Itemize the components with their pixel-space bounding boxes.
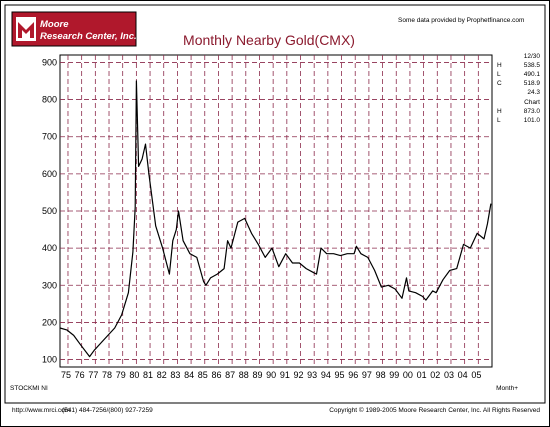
- x-tick-label: 83: [170, 370, 180, 380]
- source-credit: Some data provided by Prophetfinance.com: [398, 17, 524, 24]
- x-tick-label: 88: [239, 370, 249, 380]
- info-row-value: 24.3: [527, 89, 540, 96]
- x-tick-label: 80: [129, 370, 139, 380]
- footer-copyright: Copyright © 1989-2005 Moore Research Cen…: [329, 406, 540, 414]
- logo-line2: Research Center, Inc.: [40, 31, 137, 42]
- x-tick-label: 93: [307, 370, 317, 380]
- x-tick-label: 96: [348, 370, 358, 380]
- y-tick-label: 100: [42, 355, 57, 365]
- y-tick-label: 800: [42, 95, 57, 105]
- y-tick-label: 600: [42, 169, 57, 179]
- x-tick-label: 01: [417, 370, 427, 380]
- x-tick-label: 99: [389, 370, 399, 380]
- x-tick-label: 00: [403, 370, 413, 380]
- info-row-label: L: [497, 117, 501, 124]
- x-tick-label: 85: [198, 370, 208, 380]
- x-tick-label: 03: [444, 370, 454, 380]
- y-tick-label: 900: [42, 57, 57, 67]
- side-info-panel: 12/30 H 538.5 L 490.1 C 518.9 24.3 Chart H 873.…: [497, 53, 540, 124]
- info-row-label: C: [497, 80, 502, 87]
- info-row-label: H: [497, 108, 502, 115]
- y-tick-label: 700: [42, 132, 57, 142]
- grid: [60, 55, 492, 367]
- x-tick-label: 05: [471, 370, 481, 380]
- x-tick-label: 95: [335, 370, 345, 380]
- x-tick-label: 94: [321, 370, 331, 380]
- y-tick-label: 200: [42, 317, 57, 327]
- info-extra-rows: H 873.0 L 101.0: [497, 108, 540, 124]
- footer-left-code: STOCKMI NI: [10, 385, 48, 392]
- x-tick-label: 77: [88, 370, 98, 380]
- chart-title: Monthly Nearby Gold(CMX): [183, 32, 355, 48]
- info-rows: H 538.5 L 490.1 C 518.9 24.3: [497, 62, 540, 96]
- x-tick-label: 98: [376, 370, 386, 380]
- y-tick-label: 300: [42, 280, 57, 290]
- footer-right-code: Month+: [496, 385, 518, 392]
- x-tick-label: 97: [362, 370, 372, 380]
- x-tick-label: 92: [294, 370, 304, 380]
- x-axis: 75 76 77 78 79 80 81 82 83 84 85 86 87 88 89 90 91 92 93 94…: [61, 370, 481, 380]
- series-line: [59, 80, 492, 358]
- logo: Moore Research Center, Inc.: [11, 11, 137, 47]
- x-tick-label: 84: [184, 370, 194, 380]
- x-tick-label: 91: [280, 370, 290, 380]
- x-tick-label: 75: [61, 370, 71, 380]
- x-tick-label: 79: [116, 370, 126, 380]
- x-tick-label: 76: [75, 370, 85, 380]
- y-tick-label: 500: [42, 206, 57, 216]
- info-row-value: 538.5: [524, 62, 541, 69]
- y-tick-label: 400: [42, 243, 57, 253]
- logo-mark-icon: [16, 17, 36, 41]
- x-tick-label: 82: [157, 370, 167, 380]
- info-row-value: 490.1: [524, 71, 541, 78]
- info-row-label: H: [497, 62, 502, 69]
- footer-website[interactable]: http://www.mrci.com: [12, 407, 70, 414]
- x-tick-label: 04: [458, 370, 468, 380]
- info-row-value: 518.9: [524, 80, 541, 87]
- x-tick-label: 02: [430, 370, 440, 380]
- footer-phone: (541) 484-7256/(800) 927-7259: [62, 407, 153, 414]
- info-date: 12/30: [524, 53, 541, 60]
- x-tick-label: 87: [225, 370, 235, 380]
- info-row-value: 101.0: [524, 117, 541, 124]
- x-tick-label: 78: [102, 370, 112, 380]
- x-tick-label: 90: [266, 370, 276, 380]
- y-axis: 100 200 300 400 500 600 700 800 900: [42, 57, 57, 364]
- x-tick-label: 89: [252, 370, 262, 380]
- x-tick-label: 81: [143, 370, 153, 380]
- x-tick-label: 86: [211, 370, 221, 380]
- logo-line1: Moore: [40, 19, 69, 30]
- info-row-label: L: [497, 71, 501, 78]
- info-row-value: 873.0: [524, 108, 541, 115]
- info-chart-label: Chart: [524, 99, 540, 106]
